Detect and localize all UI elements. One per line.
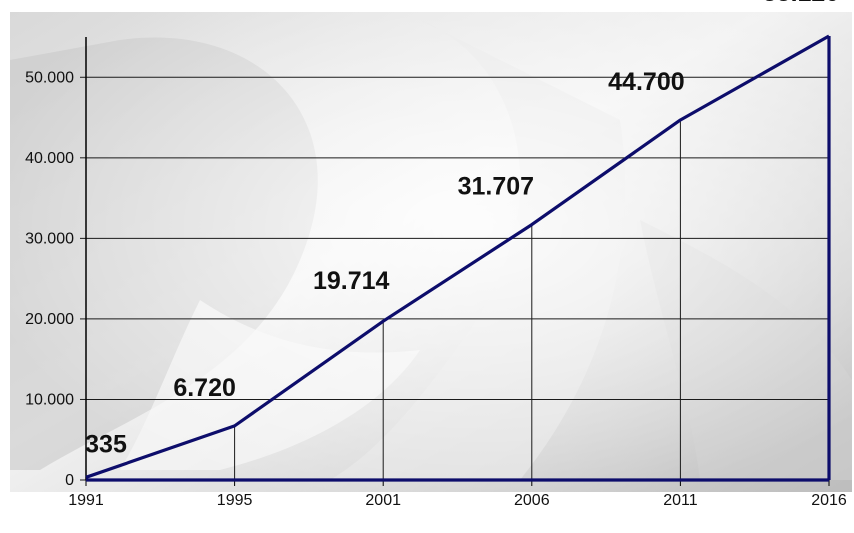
data-label: 55.120 <box>763 0 839 7</box>
y-axis-tick-labels: 0 10.000 20.000 30.000 40.000 50.000 <box>25 69 74 489</box>
y-tick-label: 10.000 <box>25 391 74 408</box>
x-tick-label: 1991 <box>68 492 104 509</box>
data-labels: 335 6.720 19.714 31.707 44.700 55.120 <box>85 0 839 458</box>
x-tick-label: 2001 <box>365 492 401 509</box>
data-label: 335 <box>85 430 127 458</box>
y-tick-label: 30.000 <box>25 230 74 247</box>
data-label: 19.714 <box>313 267 390 295</box>
data-label: 44.700 <box>608 68 684 96</box>
x-tick-label: 1995 <box>217 492 253 509</box>
x-axis-tick-labels: 1991 1995 2001 2006 2011 2016 <box>68 492 847 509</box>
x-tick-label: 2016 <box>811 492 847 509</box>
series <box>85 34 831 482</box>
x-tick-label: 2011 <box>663 492 698 509</box>
data-label: 6.720 <box>173 374 236 402</box>
y-tick-label: 50.000 <box>25 69 74 86</box>
y-tick-label: 0 <box>65 472 74 489</box>
y-tick-label: 20.000 <box>25 311 74 328</box>
y-tick-label: 40.000 <box>25 150 74 167</box>
data-label: 31.707 <box>458 173 534 201</box>
series-line <box>85 34 830 479</box>
x-tick-label: 2006 <box>514 492 550 509</box>
gridlines <box>86 36 830 480</box>
